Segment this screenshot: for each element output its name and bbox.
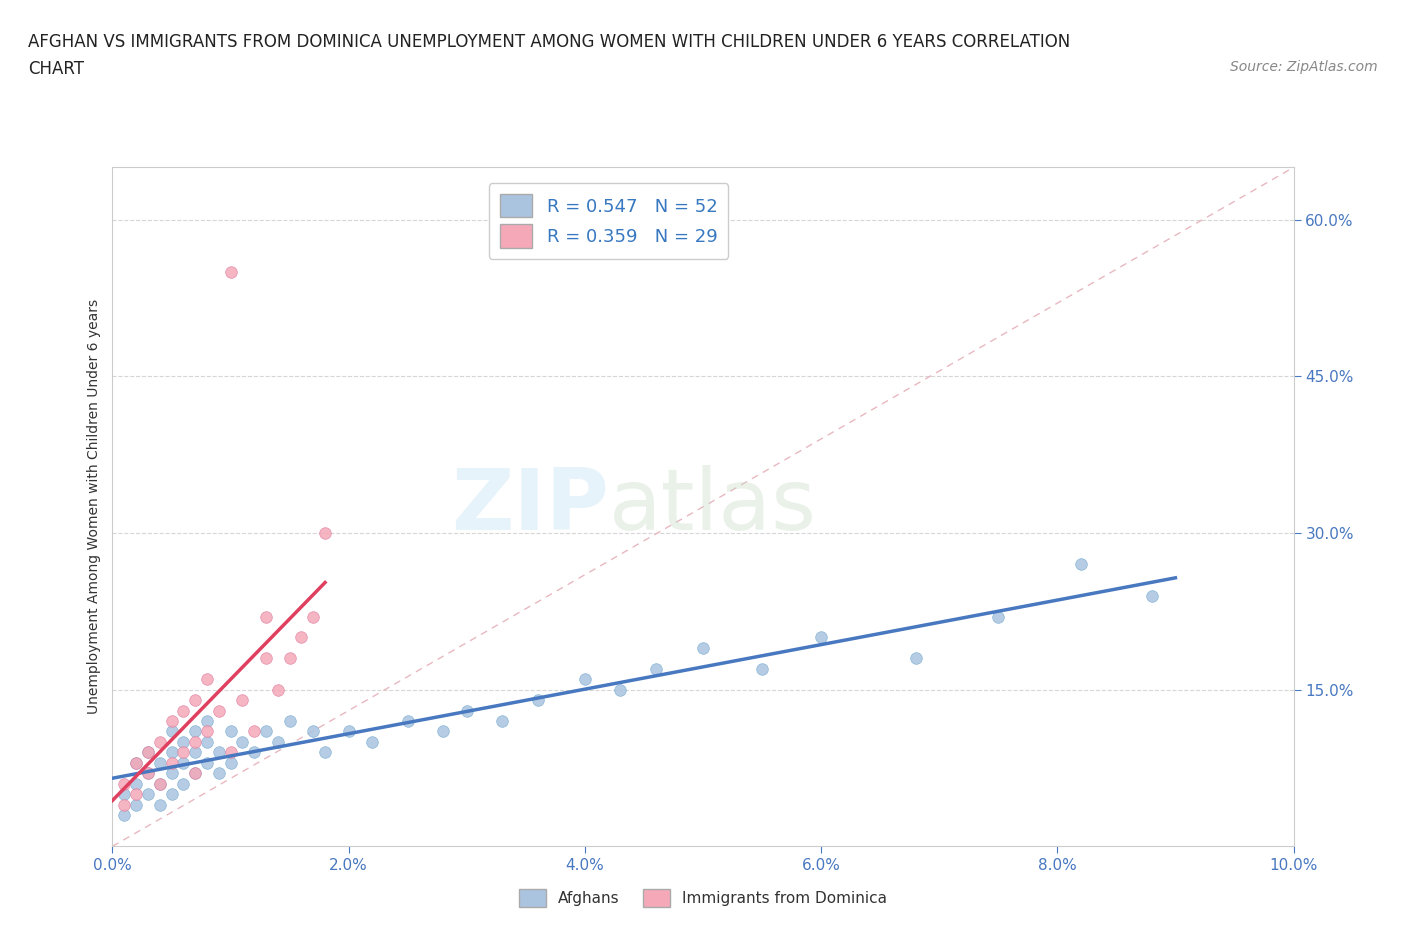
Point [172,703,194,718]
Point [526,693,548,708]
Point [208,745,231,760]
Point [644,661,666,676]
Text: ZIP: ZIP [451,465,609,549]
Point [432,724,454,738]
Text: CHART: CHART [28,60,84,78]
Point [125,797,148,812]
Point [314,525,336,540]
Point [112,777,135,791]
Point [149,797,172,812]
Point [184,765,207,780]
Point [125,755,148,770]
Point [491,713,513,728]
Point [692,641,714,656]
Point [314,745,336,760]
Point [208,703,231,718]
Point [172,735,194,750]
Point [361,735,384,750]
Point [219,724,242,738]
Point [337,724,360,738]
Point [136,765,159,780]
Point [136,765,159,780]
Legend: R = 0.547   N = 52, R = 0.359   N = 29: R = 0.547 N = 52, R = 0.359 N = 29 [489,183,728,259]
Point [810,630,832,644]
Point [219,745,242,760]
Point [302,609,325,624]
Point [456,703,478,718]
Point [136,787,159,802]
Point [1070,557,1092,572]
Point [112,797,135,812]
Point [219,755,242,770]
Point [254,724,277,738]
Point [172,777,194,791]
Point [160,713,183,728]
Point [396,713,419,728]
Point [184,735,207,750]
Point [195,755,218,770]
Text: atlas: atlas [609,465,817,549]
Point [219,264,242,279]
Point [125,755,148,770]
Point [290,630,312,644]
Point [149,735,172,750]
Point [574,671,596,686]
Point [136,745,159,760]
Point [172,745,194,760]
Point [243,745,266,760]
Point [149,755,172,770]
Point [609,683,631,698]
Point [184,724,207,738]
Point [160,755,183,770]
Point [987,609,1010,624]
Point [208,765,231,780]
Point [195,713,218,728]
Point [136,745,159,760]
Point [195,671,218,686]
Text: AFGHAN VS IMMIGRANTS FROM DOMINICA UNEMPLOYMENT AMONG WOMEN WITH CHILDREN UNDER : AFGHAN VS IMMIGRANTS FROM DOMINICA UNEMP… [28,33,1070,50]
Point [195,735,218,750]
Point [125,787,148,802]
Legend: Afghans, Immigrants from Dominica: Afghans, Immigrants from Dominica [512,884,894,913]
Point [267,735,290,750]
Point [904,651,927,666]
Point [278,651,301,666]
Point [184,745,207,760]
Point [160,787,183,802]
Point [160,724,183,738]
Point [112,807,135,822]
Point [160,765,183,780]
Point [302,724,325,738]
Point [184,765,207,780]
Point [243,724,266,738]
Point [231,735,253,750]
Point [112,787,135,802]
Point [184,693,207,708]
Point [254,609,277,624]
Y-axis label: Unemployment Among Women with Children Under 6 years: Unemployment Among Women with Children U… [87,299,101,714]
Point [125,777,148,791]
Point [160,745,183,760]
Point [149,777,172,791]
Point [267,683,290,698]
Point [1140,588,1163,603]
Point [172,755,194,770]
Point [254,651,277,666]
Point [195,724,218,738]
Text: Source: ZipAtlas.com: Source: ZipAtlas.com [1230,60,1378,74]
Point [278,713,301,728]
Point [751,661,773,676]
Point [231,693,253,708]
Point [149,777,172,791]
